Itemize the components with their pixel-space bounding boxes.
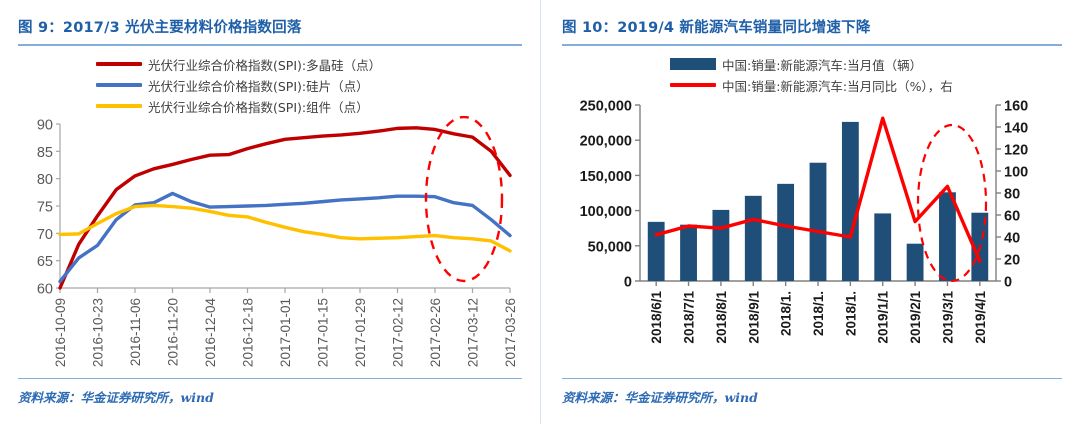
figure-panel-9: 图 9：2017/3 光伏主要材料价格指数回落 光伏行业综合价格指数(SPI):… <box>18 20 522 405</box>
svg-text:120: 120 <box>1004 142 1028 158</box>
legend-label-nev-yoy: 中国:销量:新能源汽车:当月同比（%），右 <box>722 78 953 94</box>
svg-text:2019/1/1: 2019/1/1 <box>876 290 891 343</box>
svg-text:2017-01-01: 2017-01-01 <box>278 298 293 367</box>
svg-text:0: 0 <box>624 274 632 290</box>
figure-10-svg: 0 50,000 100,000 150,000 200,000 250,000 0 20 40… <box>580 98 1029 343</box>
svg-text:80: 80 <box>1004 186 1020 202</box>
legend-swatch-line-red <box>96 62 142 67</box>
svg-text:40: 40 <box>1004 230 1020 246</box>
figure-10-footer-rule <box>562 377 1062 379</box>
svg-text:2018/1.: 2018/1. <box>843 291 858 336</box>
svg-text:2019/3/1: 2019/3/1 <box>940 290 955 343</box>
svg-text:75: 75 <box>37 199 53 215</box>
figure-9-title-rule <box>18 44 522 46</box>
svg-text:2019/2/1: 2019/2/1 <box>908 290 923 343</box>
svg-text:160: 160 <box>1004 98 1028 114</box>
svg-text:90: 90 <box>37 117 53 133</box>
svg-text:0: 0 <box>1004 274 1012 290</box>
panel-divider <box>540 0 541 424</box>
svg-text:60: 60 <box>37 281 53 297</box>
figure-10-source: 资料来源：华金证券研究所，wind <box>562 390 758 405</box>
figure-10-legend: 中国:销量:新能源汽车:当月值（辆） 中国:销量:新能源汽车:当月同比（%），右 <box>562 55 1062 95</box>
svg-text:2018/6/1: 2018/6/1 <box>649 290 664 343</box>
legend-item-polysilicon: 光伏行业综合价格指数(SPI):多晶硅（点） <box>18 55 381 74</box>
svg-text:50,000: 50,000 <box>588 239 632 255</box>
figure-10-chart: 0 50,000 100,000 150,000 200,000 250,000 0 20 40… <box>562 95 1062 365</box>
legend-swatch-line-yellow <box>96 104 142 109</box>
svg-text:200,000: 200,000 <box>580 133 632 149</box>
legend-label-nev-monthly-sales: 中国:销量:新能源汽车:当月值（辆） <box>722 57 923 73</box>
legend-label-module: 光伏行业综合价格指数(SPI):组件（点） <box>148 99 369 115</box>
svg-text:2016-11-20: 2016-11-20 <box>166 298 181 366</box>
svg-text:140: 140 <box>1004 120 1028 136</box>
svg-text:2016-12-04: 2016-12-04 <box>203 297 218 367</box>
svg-text:2018/1.: 2018/1. <box>811 291 826 336</box>
figure-10-title-rule <box>562 44 1062 46</box>
svg-text:2018/9/1: 2018/9/1 <box>746 290 761 343</box>
legend-swatch-line-blue <box>96 83 142 88</box>
svg-text:2016-11-06: 2016-11-06 <box>128 298 143 366</box>
svg-text:2018/1.: 2018/1. <box>779 291 794 336</box>
svg-text:250,000: 250,000 <box>580 98 632 114</box>
svg-text:100: 100 <box>1004 164 1028 180</box>
figure-9-title: 图 9：2017/3 光伏主要材料价格指数回落 <box>18 20 302 36</box>
svg-text:2018/8/1: 2018/8/1 <box>714 290 729 343</box>
legend-item-module: 光伏行业综合价格指数(SPI):组件（点） <box>18 97 369 116</box>
svg-text:150,000: 150,000 <box>580 168 632 184</box>
svg-text:2017-02-12: 2017-02-12 <box>391 298 406 367</box>
svg-text:2019/4/1: 2019/4/1 <box>973 290 988 343</box>
svg-text:2016-12-18: 2016-12-18 <box>241 298 256 367</box>
svg-text:20: 20 <box>1004 252 1020 268</box>
svg-text:2017-02-26: 2017-02-26 <box>428 298 443 367</box>
figure-9-footer-rule <box>18 377 522 379</box>
svg-text:2016-10-23: 2016-10-23 <box>91 298 106 367</box>
legend-label-wafer: 光伏行业综合价格指数(SPI):硅片（点） <box>148 78 369 94</box>
svg-text:2017-03-26: 2017-03-26 <box>503 298 518 367</box>
legend-item-wafer: 光伏行业综合价格指数(SPI):硅片（点） <box>18 76 369 95</box>
figure-9-legend: 光伏行业综合价格指数(SPI):多晶硅（点） 光伏行业综合价格指数(SPI):硅… <box>18 55 522 116</box>
figure-9-chart: 60 65 70 75 80 85 90 2016-10-09 2016-10-23 2016-1… <box>18 115 522 381</box>
svg-text:85: 85 <box>37 144 53 160</box>
legend-item-nev-monthly-sales: 中国:销量:新能源汽车:当月值（辆） <box>562 55 922 74</box>
figure-9-source: 资料来源：华金证券研究所，wind <box>18 390 214 405</box>
legend-label-polysilicon: 光伏行业综合价格指数(SPI):多晶硅（点） <box>148 57 382 73</box>
svg-text:70: 70 <box>37 226 53 242</box>
svg-text:2018/7/1: 2018/7/1 <box>682 290 697 343</box>
figure-9-svg: 60 65 70 75 80 85 90 2016-10-09 2016-10-23 2016-1… <box>37 115 518 367</box>
legend-item-nev-yoy: 中国:销量:新能源汽车:当月同比（%），右 <box>562 76 953 95</box>
figure-panel-10: 图 10：2019/4 新能源汽车销量同比增速下降 中国:销量:新能源汽车:当月… <box>540 0 1080 424</box>
svg-text:100,000: 100,000 <box>580 204 632 220</box>
legend-swatch-bar-navy <box>670 58 716 71</box>
svg-text:65: 65 <box>37 254 53 270</box>
svg-text:2017-01-29: 2017-01-29 <box>353 298 368 367</box>
svg-text:2017-03-12: 2017-03-12 <box>466 298 481 367</box>
svg-text:2017-01-15: 2017-01-15 <box>316 298 331 367</box>
svg-text:80: 80 <box>37 172 53 188</box>
figure-10-title: 图 10：2019/4 新能源汽车销量同比增速下降 <box>562 20 871 36</box>
svg-text:60: 60 <box>1004 208 1020 224</box>
svg-text:2016-10-09: 2016-10-09 <box>53 298 68 367</box>
legend-swatch-line-red-2 <box>670 83 716 88</box>
